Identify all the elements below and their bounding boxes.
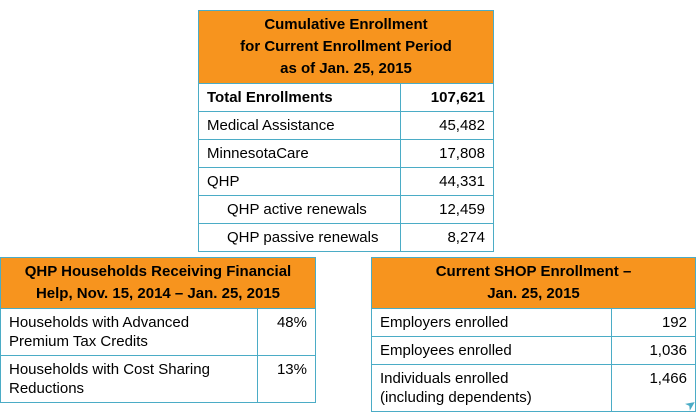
table-row-total-enrollments: Total Enrollments 107,621	[199, 84, 493, 112]
row-value: 17,808	[400, 140, 493, 167]
table-row-medical-assistance: Medical Assistance 45,482	[199, 112, 493, 140]
qhp-title-line-1: QHP Households Receiving Financial	[24, 263, 292, 280]
row-label: Total Enrollments	[207, 89, 333, 106]
qhp-table-header: QHP Households Receiving Financial Help,…	[1, 258, 315, 309]
row-label: Employers enrolled	[380, 314, 509, 331]
cumulative-enrollment-table: Cumulative Enrollment for Current Enroll…	[198, 10, 494, 252]
row-label: MinnesotaCare	[207, 145, 309, 162]
row-label: QHP active renewals	[227, 201, 367, 218]
row-label-line-1: Households with Cost Sharing	[9, 361, 210, 378]
row-value: 8,274	[400, 224, 493, 251]
row-value: 1,036	[611, 337, 695, 364]
row-label: Medical Assistance	[207, 117, 335, 134]
row-value: 107,621	[400, 84, 493, 111]
row-value: 48%	[257, 309, 315, 355]
table-row-qhp: QHP 44,331	[199, 168, 493, 196]
table-row-qhp-passive-renewals: QHP passive renewals 8,274	[199, 224, 493, 251]
row-value: 192	[611, 309, 695, 336]
row-label: QHP passive renewals	[227, 229, 379, 246]
table-row-employees-enrolled: Employees enrolled 1,036	[372, 337, 695, 365]
row-value: 13%	[257, 356, 315, 402]
shop-title-line-2: Jan. 25, 2015	[487, 285, 580, 302]
row-label: Individuals enrolled (including dependen…	[372, 365, 611, 411]
row-label-line-1: Households with Advanced	[9, 314, 190, 331]
cumulative-title-line-1: Cumulative Enrollment	[264, 16, 428, 33]
row-label: Employees enrolled	[380, 342, 512, 359]
row-value: 44,331	[400, 168, 493, 195]
row-label: QHP	[207, 173, 240, 190]
row-label: Households with Cost Sharing Reductions	[1, 356, 257, 402]
shop-enrollment-table: Current SHOP Enrollment – Jan. 25, 2015 …	[371, 257, 696, 412]
qhp-title-line-2: Help, Nov. 15, 2014 – Jan. 25, 2015	[35, 285, 281, 302]
table-row-individuals-enrolled: Individuals enrolled (including dependen…	[372, 365, 695, 411]
row-value: 12,459	[400, 196, 493, 223]
cumulative-title-line-3: as of Jan. 25, 2015	[280, 60, 412, 77]
row-value: 45,482	[400, 112, 493, 139]
row-label-line-1: Individuals enrolled	[380, 370, 509, 387]
table-row-minnesotacare: MinnesotaCare 17,808	[199, 140, 493, 168]
table-row-cost-sharing-reductions: Households with Cost Sharing Reductions …	[1, 356, 315, 402]
table-row-qhp-active-renewals: QHP active renewals 12,459	[199, 196, 493, 224]
shop-table-header: Current SHOP Enrollment – Jan. 25, 2015	[372, 258, 695, 309]
row-value: 1,466	[611, 365, 695, 411]
table-row-employers-enrolled: Employers enrolled 192	[372, 309, 695, 337]
table-row-premium-tax-credits: Households with Advanced Premium Tax Cre…	[1, 309, 315, 356]
row-label: Households with Advanced Premium Tax Cre…	[1, 309, 257, 355]
cumulative-table-header: Cumulative Enrollment for Current Enroll…	[199, 11, 493, 84]
qhp-households-table: QHP Households Receiving Financial Help,…	[0, 257, 316, 403]
cumulative-title-line-2: for Current Enrollment Period	[240, 38, 452, 55]
row-label-line-2: Reductions	[9, 380, 85, 397]
shop-title-line-1: Current SHOP Enrollment –	[435, 263, 632, 280]
row-label-line-2: Premium Tax Credits	[9, 333, 148, 350]
row-label-line-2: (including dependents)	[380, 389, 532, 406]
